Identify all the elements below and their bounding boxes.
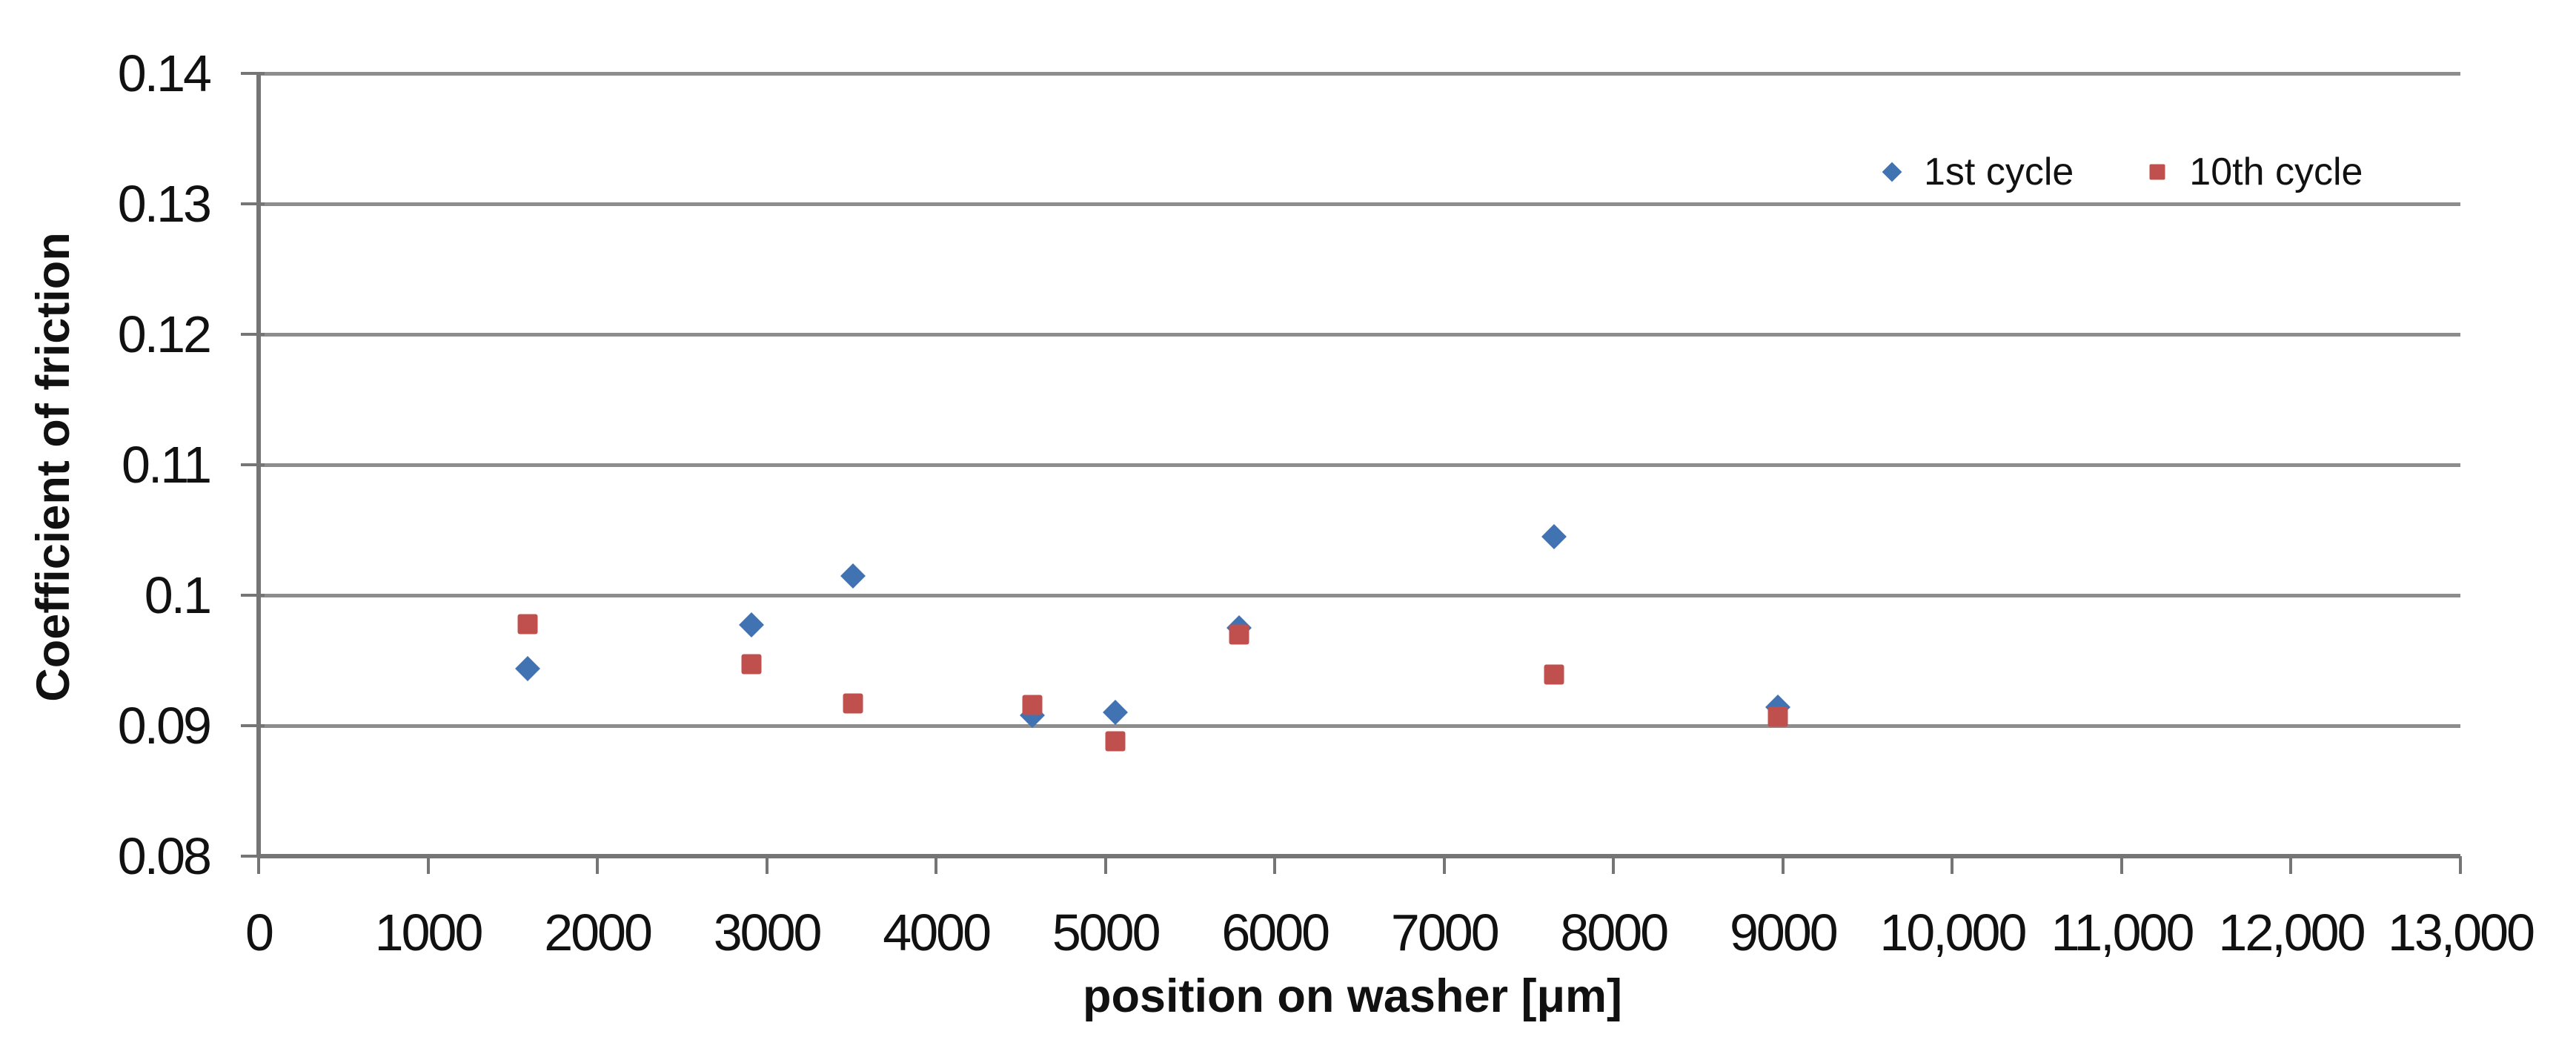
x-tick-label: 1000 <box>374 904 484 961</box>
y-axis-title: Coefficient of friction <box>27 232 79 702</box>
legend-square-glyph <box>2149 164 2165 180</box>
x-axis-tick <box>765 856 769 874</box>
h-gridline <box>259 202 2460 206</box>
data-point-square-icon <box>517 614 538 635</box>
x-tick-label: 11,000 <box>2051 904 2194 961</box>
x-axis-tick <box>257 856 260 874</box>
y-axis-tick <box>241 594 265 597</box>
y-tick-label: 0.09 <box>117 697 212 755</box>
y-tick-label: 0.11 <box>121 436 212 494</box>
x-tick-label: 9000 <box>1729 904 1839 961</box>
x-axis-line <box>259 854 2460 858</box>
legend-diamond-glyph <box>1882 162 1902 182</box>
x-tick-label: 3000 <box>713 904 823 961</box>
x-tick-label: 4000 <box>883 904 992 961</box>
y-tick-label: 0.12 <box>117 305 212 363</box>
x-axis-tick <box>1951 856 1954 874</box>
y-tick-label: 0.1 <box>144 566 212 624</box>
data-point-square-icon <box>1229 624 1249 645</box>
y-axis-tick <box>241 72 265 75</box>
y-axis-tick <box>241 202 265 205</box>
h-gridline <box>259 333 2460 337</box>
y-tick-label: 0.14 <box>117 44 212 102</box>
x-axis-title: position on washer [μm] <box>1082 970 1623 1022</box>
data-point-diamond-icon <box>515 655 541 681</box>
x-tick-label: 0 <box>245 904 274 961</box>
x-axis-tick <box>2289 856 2293 874</box>
x-axis-tick <box>1103 856 1107 874</box>
y-axis-tick <box>241 333 265 336</box>
x-axis-tick <box>1442 856 1446 874</box>
y-axis-tick <box>241 855 265 858</box>
x-axis-tick <box>2119 856 2123 874</box>
data-point-square-icon <box>843 693 863 714</box>
x-tick-label: 6000 <box>1221 904 1330 961</box>
y-axis-tick <box>241 463 265 466</box>
legend-diamond-icon <box>1879 159 1905 185</box>
x-tick-label: 8000 <box>1560 904 1669 961</box>
x-tick-label: 10,000 <box>1879 904 2027 961</box>
x-tick-label: 7000 <box>1390 904 1500 961</box>
legend-square-icon <box>2145 159 2170 185</box>
x-tick-label: 13,000 <box>2387 904 2535 961</box>
y-tick-label: 0.13 <box>117 175 212 233</box>
data-point-diamond-icon <box>840 563 866 589</box>
h-gridline <box>259 724 2460 728</box>
h-gridline <box>259 594 2460 597</box>
data-point-square-icon <box>1767 706 1788 727</box>
legend-item: 1st cycle <box>1879 150 2074 194</box>
legend: 1st cycle 10th cycle <box>1879 141 2363 203</box>
x-axis-tick <box>596 856 600 874</box>
x-axis-tick <box>426 856 430 874</box>
data-point-square-icon <box>1105 731 1126 752</box>
data-point-diamond-icon <box>1103 700 1129 726</box>
x-axis-tick <box>1273 856 1277 874</box>
x-tick-label: 12,000 <box>2218 904 2366 961</box>
legend-item: 10th cycle <box>2145 150 2363 194</box>
y-axis-line <box>256 73 261 856</box>
data-point-diamond-icon <box>739 612 765 638</box>
y-axis-tick <box>241 724 265 727</box>
x-axis-tick <box>1781 856 1785 874</box>
h-gridline <box>259 463 2460 467</box>
legend-label: 10th cycle <box>2189 150 2363 193</box>
x-axis-tick <box>1612 856 1616 874</box>
x-axis-tick <box>935 856 938 874</box>
data-point-square-icon <box>1544 664 1564 685</box>
h-gridline <box>259 72 2460 76</box>
legend-label: 1st cycle <box>1924 150 2074 193</box>
x-axis-end-tick <box>2459 856 2462 874</box>
data-point-square-icon <box>741 654 762 675</box>
x-tick-label: 2000 <box>544 904 653 961</box>
data-point-square-icon <box>1022 695 1043 715</box>
data-point-diamond-icon <box>1541 523 1567 549</box>
y-tick-label: 0.08 <box>117 827 212 885</box>
x-tick-label: 5000 <box>1052 904 1161 961</box>
